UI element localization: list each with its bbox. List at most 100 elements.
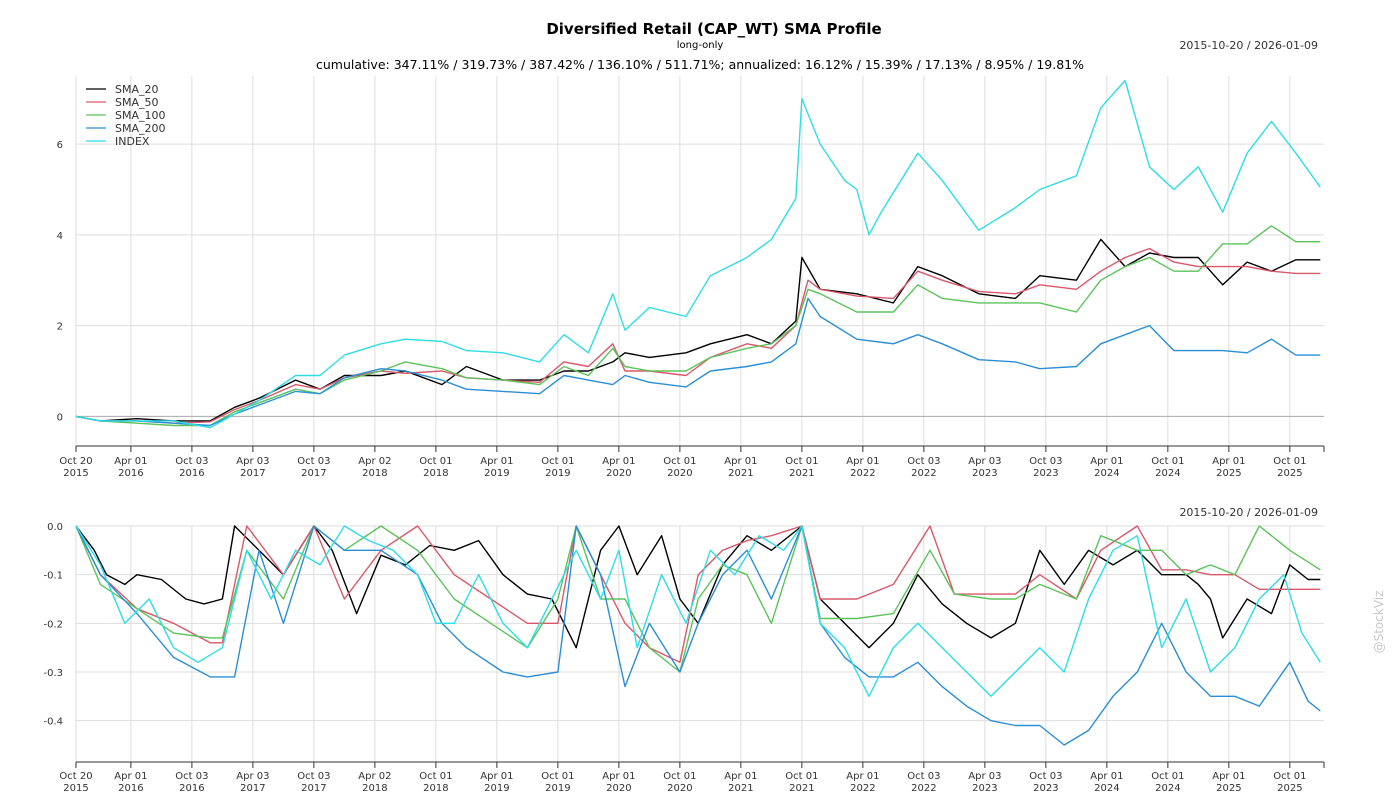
top-date-range: 2015-10-20 / 2026-01-09 (1179, 39, 1318, 52)
bottom-x-tick-label: Apr 01 (846, 771, 879, 782)
top-x-tick-year: 2019 (484, 468, 509, 479)
bottom-x-tick-label: Oct 01 (1273, 771, 1306, 782)
bottom-x-tick-label: Apr 01 (724, 771, 757, 782)
bottom-x-tick-label: Apr 03 (968, 771, 1001, 782)
top-x-tick-year: 2022 (850, 468, 875, 479)
top-x-tick-label: Apr 03 (236, 456, 269, 467)
bottom-x-tick-year: 2018 (362, 783, 387, 794)
top-x-tick-year: 2019 (545, 468, 570, 479)
top-x-tick-year: 2016 (179, 468, 204, 479)
bottom-y-tick-label: -0.1 (43, 571, 63, 582)
bottom-x-tick-year: 2024 (1155, 783, 1180, 794)
chart-subtitle: long-only (677, 40, 724, 51)
bottom-x-tick-year: 2020 (606, 783, 631, 794)
top-x-tick-label: Apr 01 (1212, 456, 1245, 467)
top-x-tick-label: Oct 20 (59, 456, 92, 467)
bottom-x-tick-label: Apr 03 (236, 771, 269, 782)
top-x-tick-year: 2021 (789, 468, 814, 479)
top-x-tick-year: 2022 (911, 468, 936, 479)
top-x-tick-year: 2018 (423, 468, 448, 479)
top-x-tick-label: Apr 01 (1090, 456, 1123, 467)
top-x-tick-year: 2020 (606, 468, 631, 479)
top-x-tick-year: 2020 (667, 468, 692, 479)
top-x-tick-year: 2023 (972, 468, 997, 479)
top-x-tick-year: 2017 (240, 468, 265, 479)
bottom-x-tick-year: 2019 (545, 783, 570, 794)
top-x-tick-label: Oct 03 (297, 456, 330, 467)
top-x-tick-year: 2024 (1094, 468, 1119, 479)
bottom-x-tick-label: Oct 03 (907, 771, 940, 782)
top-x-tick-label: Apr 02 (358, 456, 391, 467)
bottom-x-tick-label: Apr 01 (1090, 771, 1123, 782)
bottom-x-tick-year: 2023 (1033, 783, 1058, 794)
top-series-sma-50 (75, 247, 1321, 424)
top-x-tick-label: Apr 01 (602, 456, 635, 467)
top-x-tick-year: 2018 (362, 468, 387, 479)
top-x-tick-year: 2021 (728, 468, 753, 479)
legend-label-index: INDEX (115, 135, 150, 148)
top-x-tick-label: Oct 01 (785, 456, 818, 467)
top-x-tick-label: Oct 03 (175, 456, 208, 467)
bottom-y-tick-label: -0.4 (43, 717, 63, 728)
top-x-tick-year: 2017 (301, 468, 326, 479)
bottom-x-tick-year: 2025 (1216, 783, 1241, 794)
top-series-index (75, 79, 1321, 429)
bottom-x-tick-year: 2025 (1277, 783, 1302, 794)
top-y-tick-label: 0 (57, 412, 63, 423)
bottom-x-tick-year: 2024 (1094, 783, 1119, 794)
bottom-series-sma-20 (75, 525, 1321, 649)
bottom-y-tick-label: 0.0 (47, 522, 63, 533)
top-x-tick-year: 2025 (1277, 468, 1302, 479)
bottom-x-tick-label: Oct 03 (1029, 771, 1062, 782)
top-x-tick-label: Apr 03 (968, 456, 1001, 467)
bottom-x-tick-label: Oct 01 (1151, 771, 1184, 782)
top-x-tick-label: Oct 01 (419, 456, 452, 467)
bottom-x-tick-year: 2015 (63, 783, 88, 794)
legend-label-sma-50: SMA_50 (115, 96, 159, 109)
top-x-tick-year: 2016 (118, 468, 143, 479)
bottom-x-tick-year: 2018 (423, 783, 448, 794)
top-x-tick-label: Oct 01 (1273, 456, 1306, 467)
bottom-x-tick-year: 2021 (789, 783, 814, 794)
performance-summary: cumulative: 347.11% / 319.73% / 387.42% … (316, 57, 1084, 72)
legend-label-sma-20: SMA_20 (115, 83, 159, 96)
bottom-x-tick-label: Oct 01 (785, 771, 818, 782)
legend-label-sma-200: SMA_200 (115, 122, 166, 135)
bottom-x-tick-year: 2019 (484, 783, 509, 794)
bottom-x-tick-label: Apr 01 (480, 771, 513, 782)
chart-title: Diversified Retail (CAP_WT) SMA Profile (546, 20, 881, 38)
top-x-tick-label: Oct 03 (907, 456, 940, 467)
top-x-tick-label: Oct 03 (1029, 456, 1062, 467)
bottom-series-sma-200 (75, 525, 1321, 746)
top-x-tick-label: Apr 01 (480, 456, 513, 467)
top-x-tick-year: 2023 (1033, 468, 1058, 479)
bottom-x-tick-year: 2016 (118, 783, 143, 794)
bottom-x-tick-year: 2017 (301, 783, 326, 794)
top-x-tick-year: 2024 (1155, 468, 1180, 479)
bottom-x-tick-year: 2023 (972, 783, 997, 794)
top-series-sma-20 (75, 238, 1321, 422)
top-series-sma-200 (75, 297, 1321, 427)
top-x-tick-label: Oct 01 (541, 456, 574, 467)
legend-label-sma-100: SMA_100 (115, 109, 166, 122)
top-y-tick-label: 2 (57, 322, 63, 333)
bottom-date-range: 2015-10-20 / 2026-01-09 (1179, 506, 1318, 519)
bottom-x-tick-label: Oct 03 (175, 771, 208, 782)
top-y-tick-label: 6 (57, 140, 63, 151)
bottom-series-sma-100 (75, 525, 1321, 673)
top-x-tick-year: 2015 (63, 468, 88, 479)
top-y-tick-label: 4 (57, 231, 63, 242)
bottom-x-tick-year: 2016 (179, 783, 204, 794)
bottom-x-tick-year: 2020 (667, 783, 692, 794)
bottom-x-tick-label: Apr 01 (602, 771, 635, 782)
bottom-x-tick-label: Oct 20 (59, 771, 92, 782)
top-x-tick-label: Apr 01 (846, 456, 879, 467)
bottom-x-tick-label: Oct 03 (297, 771, 330, 782)
bottom-x-tick-label: Oct 01 (663, 771, 696, 782)
bottom-x-tick-year: 2021 (728, 783, 753, 794)
top-x-tick-label: Apr 01 (114, 456, 147, 467)
